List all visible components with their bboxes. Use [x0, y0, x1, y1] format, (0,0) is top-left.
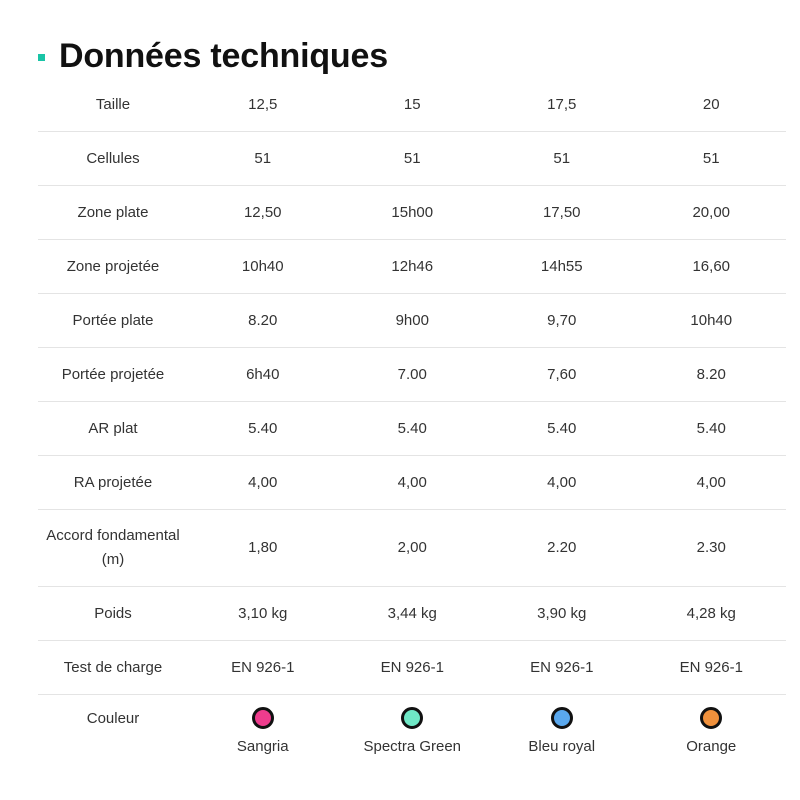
table-cell: 15h00 [337, 185, 487, 240]
row-label: Zone projetée [38, 239, 188, 294]
page-title: Données techniques [59, 37, 388, 75]
color-name: Spectra Green [363, 738, 462, 755]
color-option-wrap: Orange [637, 707, 787, 759]
row-label: RA projetée [38, 455, 188, 510]
color-option: Orange [637, 695, 787, 792]
table-cell: 3,44 kg [337, 586, 487, 641]
table-row: AR plat 5.40 5.40 5.40 5.40 [38, 401, 786, 456]
specs-table-body: Taille 12,5 15 17,5 20 Cellules 51 51 51 51 Zone p… [38, 78, 786, 791]
table-cell: EN 926-1 [337, 640, 487, 695]
table-row: Poids 3,10 kg 3,44 kg 3,90 kg 4,28 kg [38, 586, 786, 641]
table-cell: 9,70 [487, 293, 637, 348]
table-cell: 5.40 [487, 401, 637, 456]
table-row: Taille 12,5 15 17,5 20 [38, 78, 786, 132]
table-cell: EN 926-1 [487, 640, 637, 695]
table-cell: 4,00 [636, 455, 786, 510]
table-cell: 1,80 [188, 509, 338, 587]
table-cell: 5.40 [636, 401, 786, 456]
table-row: Zone plate 12,50 15h00 17,50 20,00 [38, 185, 786, 240]
table-cell: 2,00 [337, 509, 487, 587]
table-cell: 12,50 [188, 185, 338, 240]
table-cell: 4,00 [188, 455, 338, 510]
table-cell: 51 [188, 131, 338, 186]
table-cell: 3,90 kg [487, 586, 637, 641]
table-row: Portée plate 8.20 9h00 9,70 10h40 [38, 293, 786, 348]
row-label: Cellules [38, 131, 188, 186]
color-option: Spectra Green [338, 695, 488, 792]
color-swatch-icon [401, 707, 424, 729]
table-cell: 2.20 [487, 509, 637, 587]
table-cell: 4,28 kg [636, 586, 786, 641]
color-name: Orange [686, 738, 737, 755]
table-row-color: Couleur Sangria Spectra Green Bleu royal Ora… [38, 695, 786, 792]
color-option-wrap: Bleu royal [487, 707, 637, 759]
color-option: Bleu royal [487, 695, 637, 792]
table-row: Test de charge EN 926-1 EN 926-1 EN 926-1 EN… [38, 640, 786, 695]
table-cell: 51 [337, 131, 487, 186]
color-swatch-icon [251, 707, 274, 729]
row-label: Taille [38, 78, 188, 132]
table-cell: 7.00 [337, 347, 487, 402]
table-cell: 10h40 [188, 239, 338, 294]
table-cell: 51 [487, 131, 637, 186]
row-label: Portée projetée [38, 347, 188, 402]
table-cell: EN 926-1 [188, 640, 338, 695]
color-name: Sangria [236, 738, 289, 755]
table-cell: 12h46 [337, 239, 487, 294]
row-label: Poids [38, 586, 188, 641]
row-label: Zone plate [38, 185, 188, 240]
heading-marker-icon [38, 53, 45, 61]
table-cell: 7,60 [487, 347, 637, 402]
table-row: Zone projetée 10h40 12h46 14h55 16,60 [38, 239, 786, 294]
table-row: Accord fondamental (m) 1,80 2,00 2.20 2.30 [38, 509, 786, 587]
table-cell: 17,50 [487, 185, 637, 240]
table-cell: 4,00 [337, 455, 487, 510]
row-label: Accord fondamental (m) [38, 509, 188, 587]
row-label: Couleur [86, 710, 140, 727]
color-option-wrap: Spectra Green [338, 707, 488, 759]
specs-table: Taille 12,5 15 17,5 20 Cellules 51 51 51 51 Zone p… [38, 78, 786, 791]
table-cell: 5.40 [337, 401, 487, 456]
color-option-wrap: Sangria [188, 707, 338, 759]
color-name: Bleu royal [528, 738, 596, 755]
table-cell: 20 [636, 78, 786, 132]
table-cell: 12,5 [188, 78, 338, 132]
color-swatch-icon [550, 707, 573, 729]
table-cell: 16,60 [636, 239, 786, 294]
table-cell: 5.40 [188, 401, 338, 456]
table-cell: 8.20 [188, 293, 338, 348]
table-cell: 9h00 [337, 293, 487, 348]
row-label: AR plat [38, 401, 188, 456]
table-cell: EN 926-1 [636, 640, 786, 695]
color-swatch-icon [700, 707, 723, 729]
table-cell: 3,10 kg [188, 586, 338, 641]
table-cell: 14h55 [487, 239, 637, 294]
table-cell: 10h40 [636, 293, 786, 348]
table-cell: 17,5 [487, 78, 637, 132]
row-label: Portée plate [38, 293, 188, 348]
table-cell: 2.30 [636, 509, 786, 587]
color-option: Sangria [188, 695, 338, 792]
table-cell: 6h40 [188, 347, 338, 402]
row-label: Test de charge [38, 640, 188, 695]
table-row: Portée projetée 6h40 7.00 7,60 8.20 [38, 347, 786, 402]
table-row: Cellules 51 51 51 51 [38, 131, 786, 186]
table-cell: 4,00 [487, 455, 637, 510]
table-cell: 51 [636, 131, 786, 186]
section-heading: Données techniques [38, 34, 388, 78]
table-cell: 8.20 [636, 347, 786, 402]
table-row: RA projetée 4,00 4,00 4,00 4,00 [38, 455, 786, 510]
table-cell: 15 [337, 78, 487, 132]
table-cell: 20,00 [636, 185, 786, 240]
